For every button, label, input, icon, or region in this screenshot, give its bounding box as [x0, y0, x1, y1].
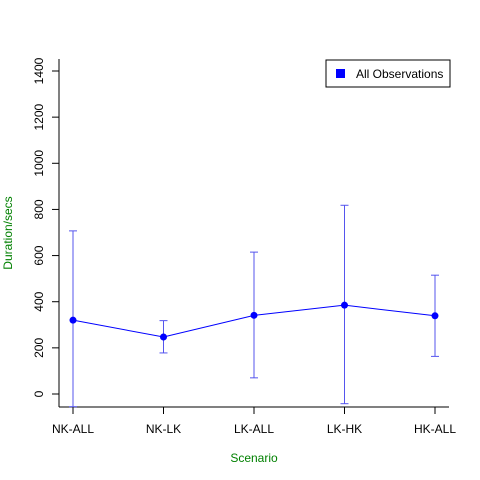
y-tick-label: 800 [32, 199, 46, 219]
x-axis: NK-ALL NK-LK LK-ALL LK-HK HK-ALL [52, 406, 456, 436]
data-points [69, 301, 439, 341]
y-tick-label: 1200 [32, 103, 46, 130]
data-point [431, 312, 439, 320]
y-tick-label: 1400 [32, 57, 46, 84]
y-tick-label: 0 [32, 390, 46, 397]
y-tick-label: 1000 [32, 150, 46, 177]
x-tick-label: NK-LK [146, 422, 181, 436]
legend: All Observations [325, 59, 451, 88]
error-bars [69, 204, 439, 408]
data-point [69, 316, 77, 324]
data-point [250, 311, 258, 319]
y-tick-label: 600 [32, 245, 46, 265]
data-point [160, 333, 167, 341]
legend-label: All Observations [356, 67, 443, 81]
y-tick-label: 400 [32, 291, 46, 311]
x-tick-label: HK-ALL [414, 422, 456, 436]
x-tick-label: LK-ALL [234, 422, 274, 436]
y-axis-title: Duration/secs [1, 196, 15, 269]
x-tick-label: NK-ALL [52, 422, 94, 436]
x-axis-title: Scenario [230, 451, 278, 465]
legend-swatch [336, 69, 345, 78]
y-tick-label: 200 [32, 338, 46, 358]
data-point [341, 301, 348, 309]
x-tick-label: LK-HK [327, 422, 362, 436]
legend-box [325, 59, 451, 88]
y-axis: 0 200 400 600 800 1000 1200 1400 [32, 57, 60, 407]
